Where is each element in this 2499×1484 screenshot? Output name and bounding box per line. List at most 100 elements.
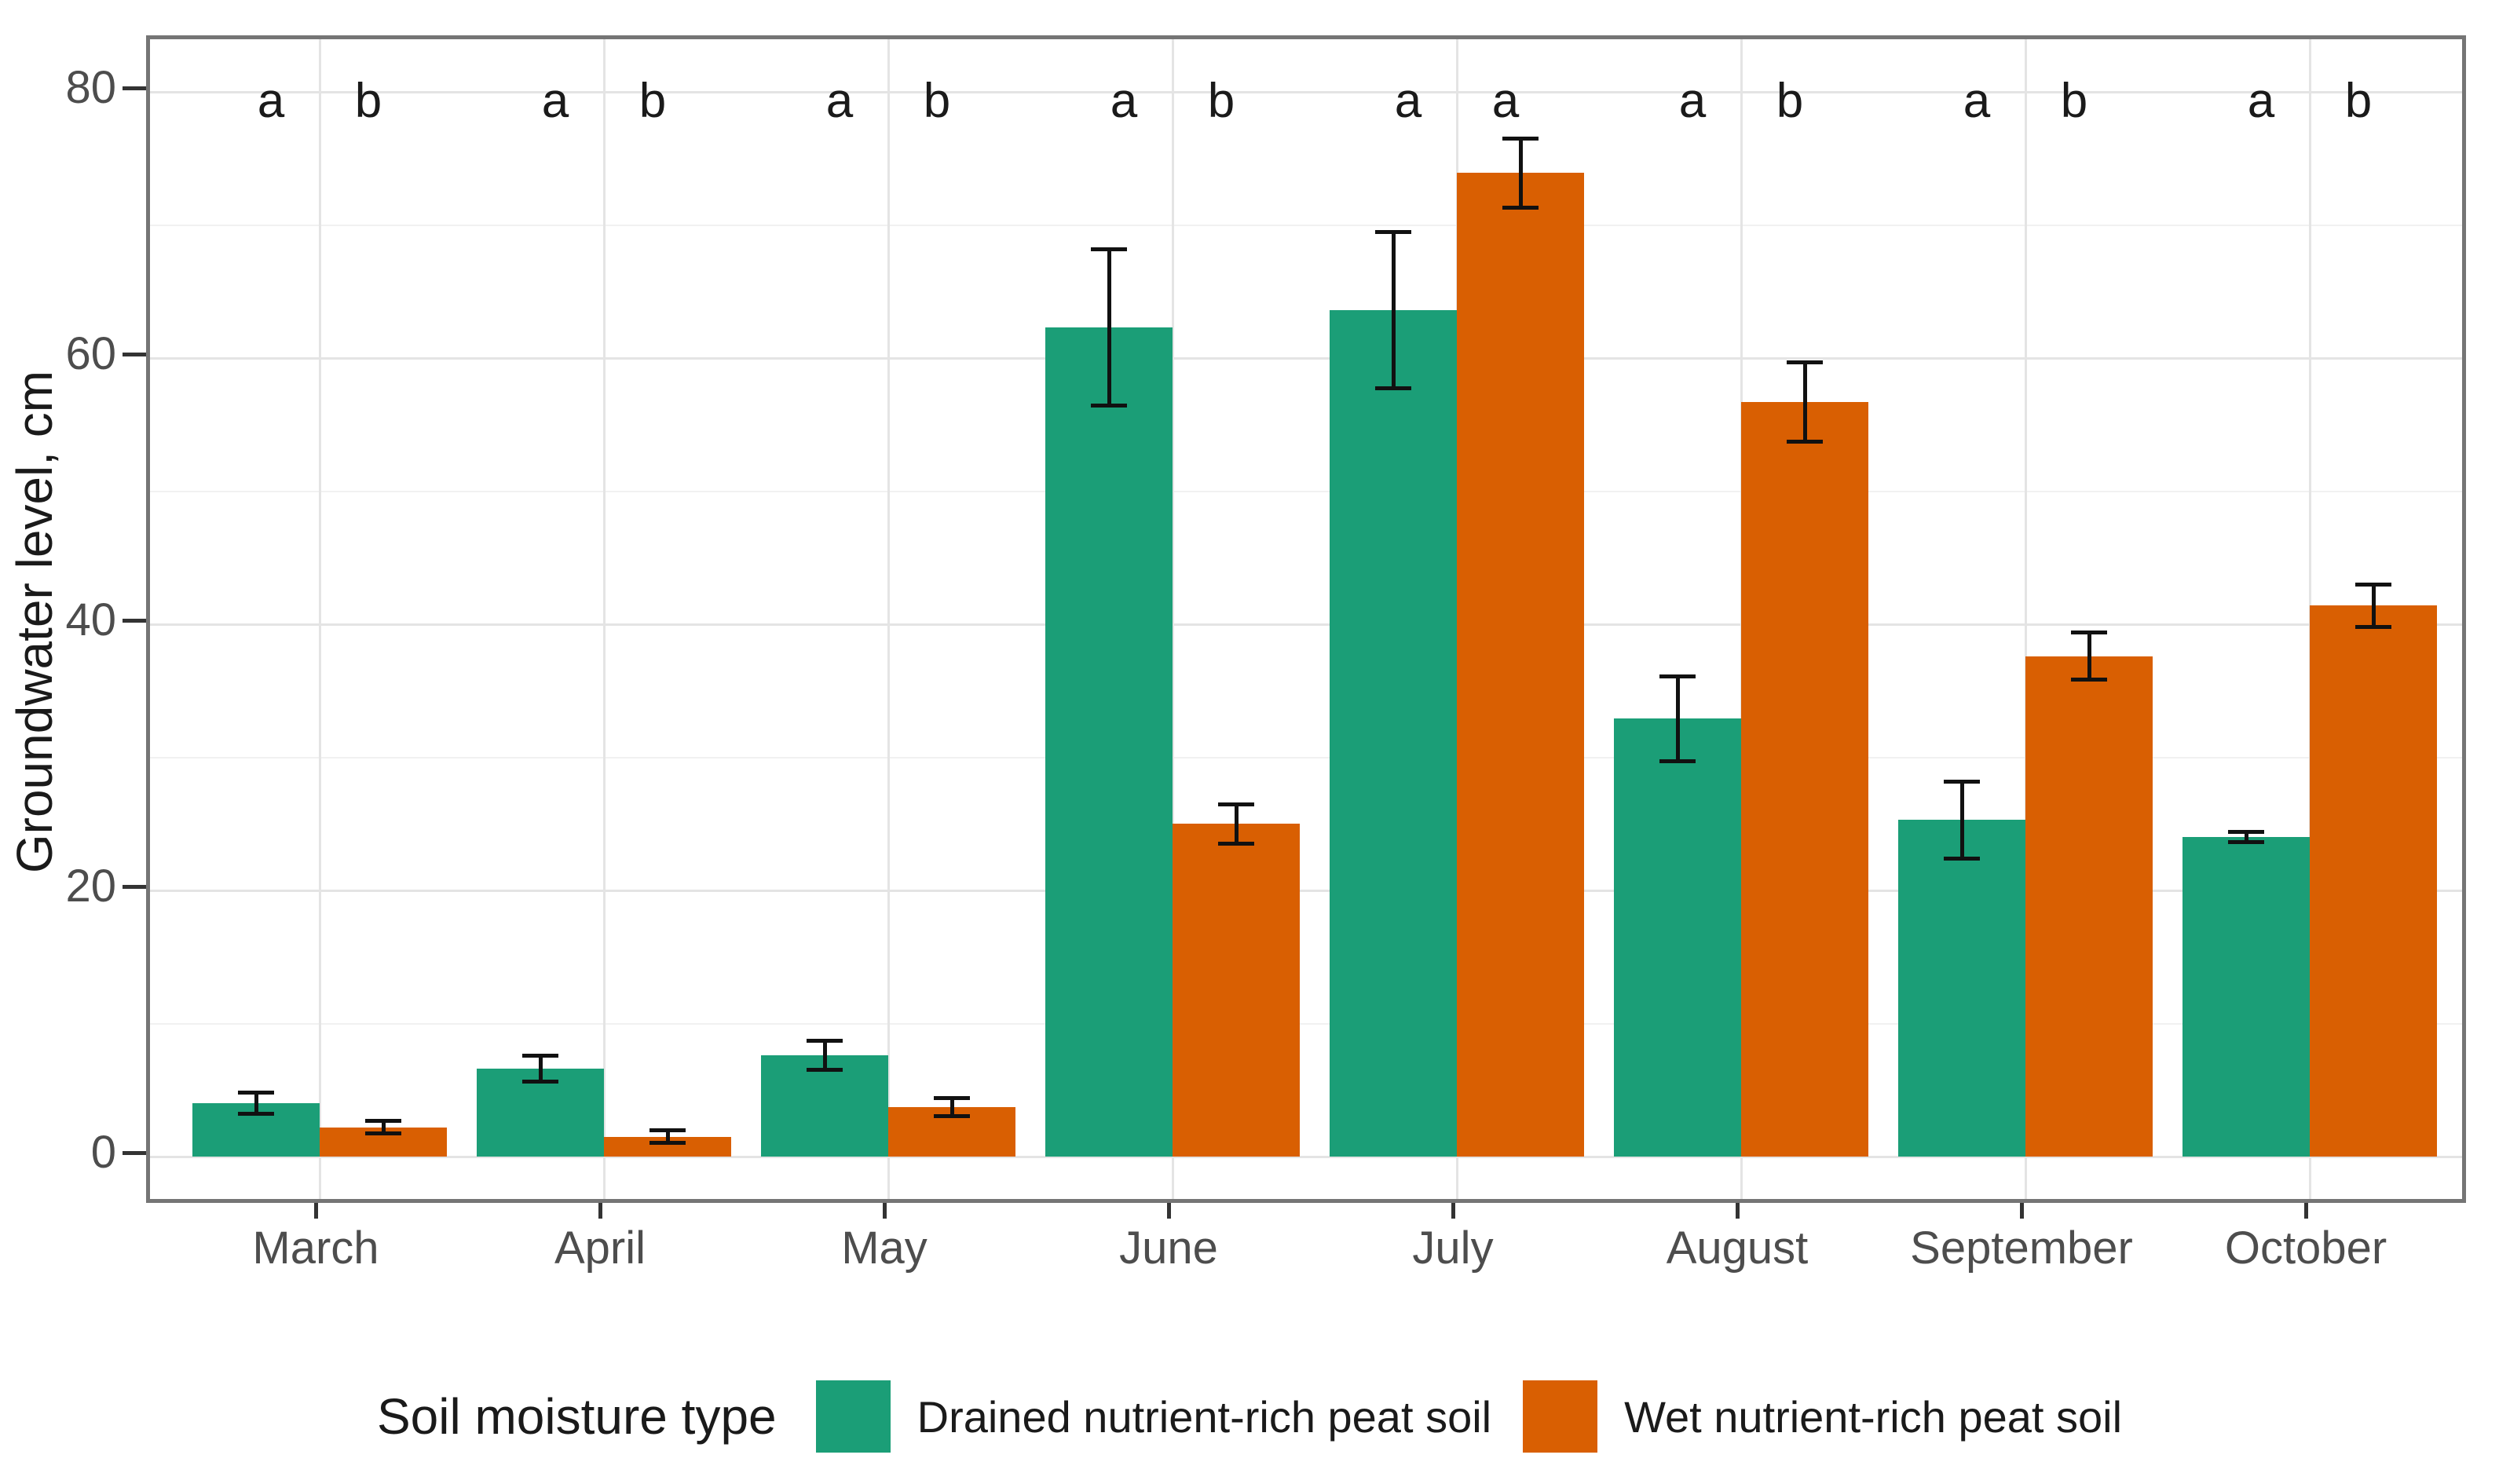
- bar-october-wet: [2310, 605, 2437, 1157]
- error-bar-cap-bottom: [522, 1080, 558, 1084]
- error-bar-cap-bottom: [807, 1068, 843, 1073]
- error-bar-cap-top: [934, 1096, 970, 1101]
- error-bar-cap-top: [1375, 229, 1411, 234]
- wet-swatch: [1523, 1380, 1598, 1453]
- x-axis-tick-label: July: [1412, 1223, 1494, 1274]
- y-axis-tick-label: 20: [65, 861, 116, 912]
- error-bar-cap-top: [2228, 830, 2264, 835]
- x-axis-tick-label: March: [252, 1223, 379, 1274]
- minor-gridline: [150, 490, 2462, 492]
- error-bar-line: [2244, 833, 2248, 842]
- significance-letter: a: [1491, 74, 1520, 128]
- error-bar-line: [1391, 232, 1396, 388]
- significance-letter: a: [1110, 74, 1138, 128]
- major-gridline: [150, 890, 2462, 892]
- category-gridline: [1172, 39, 1174, 1199]
- significance-letter: b: [638, 74, 667, 128]
- category-gridline: [887, 39, 890, 1199]
- y-axis-tick: [123, 1151, 146, 1155]
- legend-title: Soil moisture type: [376, 1388, 777, 1445]
- bar-july-wet: [1457, 173, 1584, 1157]
- x-axis-tick: [1167, 1203, 1171, 1219]
- error-bar-cap-bottom: [1502, 205, 1539, 210]
- x-axis-tick-label: April: [554, 1223, 646, 1274]
- error-bar-cap-top: [649, 1128, 686, 1132]
- y-axis-tick-label: 0: [90, 1127, 116, 1178]
- error-bar-line: [2371, 585, 2376, 626]
- error-bar-cap-bottom: [1091, 404, 1127, 408]
- error-bar-cap-bottom: [1218, 841, 1254, 846]
- bar-may-drained: [761, 1055, 888, 1157]
- x-axis-tick: [1736, 1203, 1740, 1219]
- significance-letter: a: [825, 74, 854, 128]
- category-gridline: [319, 39, 321, 1199]
- significance-letter: a: [1394, 74, 1422, 128]
- x-axis-tick: [598, 1203, 602, 1219]
- error-bar-line: [1802, 363, 1807, 441]
- y-axis-tick: [123, 885, 146, 889]
- y-axis-tick-label: 60: [65, 328, 116, 379]
- minor-gridline: [150, 224, 2462, 226]
- error-bar-cap-bottom: [2228, 840, 2264, 845]
- error-bar-cap-bottom: [934, 1114, 970, 1119]
- error-bar-line: [254, 1094, 258, 1113]
- significance-letter: a: [257, 74, 285, 128]
- y-axis-tick: [123, 619, 146, 623]
- error-bar-cap-top: [2071, 630, 2107, 634]
- legend-item-label: Drained nutrient-rich peat soil: [917, 1391, 1492, 1442]
- error-bar-cap-top: [238, 1091, 274, 1095]
- error-bar-cap-top: [1944, 779, 1980, 784]
- error-bar-cap-top: [1659, 674, 1696, 678]
- y-axis-tick-label: 40: [65, 594, 116, 645]
- error-bar-cap-top: [1787, 360, 1823, 364]
- error-bar-cap-top: [1218, 802, 1254, 806]
- significance-letter: b: [2344, 74, 2373, 128]
- error-bar-cap-bottom: [2355, 624, 2391, 629]
- x-axis-tick-label: June: [1119, 1223, 1218, 1274]
- significance-letter: b: [1207, 74, 1235, 128]
- error-bar-cap-bottom: [649, 1141, 686, 1146]
- error-bar-cap-bottom: [1375, 386, 1411, 391]
- error-bar-cap-top: [522, 1053, 558, 1058]
- x-axis-tick-label: May: [841, 1223, 928, 1274]
- category-gridline: [2025, 39, 2027, 1199]
- bar-june-wet: [1173, 824, 1300, 1157]
- error-bar-cap-bottom: [1659, 758, 1696, 763]
- y-axis-tick: [123, 353, 146, 356]
- error-bar-line: [1518, 140, 1523, 207]
- bar-september-drained: [1898, 820, 2025, 1157]
- error-bar-line: [538, 1056, 543, 1081]
- error-bar-cap-top: [1502, 137, 1539, 141]
- y-axis-tick-label: 80: [65, 62, 116, 113]
- major-gridline: [150, 357, 2462, 360]
- error-bar-line: [1234, 805, 1239, 843]
- x-axis-tick: [2304, 1203, 2308, 1219]
- significance-letter: a: [1963, 74, 1991, 128]
- bar-june-drained: [1045, 327, 1173, 1157]
- y-axis-tick: [123, 86, 146, 90]
- significance-letter: a: [1678, 74, 1707, 128]
- error-bar-cap-top: [807, 1039, 843, 1044]
- category-gridline: [603, 39, 606, 1199]
- x-axis-tick: [1451, 1203, 1455, 1219]
- error-bar-line: [949, 1099, 954, 1116]
- significance-letter: b: [354, 74, 382, 128]
- error-bar-line: [1107, 250, 1111, 405]
- legend-items: Drained nutrient-rich peat soil Wet nutri…: [815, 1380, 2122, 1453]
- minor-gridline: [150, 756, 2462, 758]
- bar-july-drained: [1330, 309, 1457, 1157]
- error-bar-cap-bottom: [2071, 678, 2107, 682]
- major-gridline: [150, 91, 2462, 93]
- bar-august-wet: [1741, 401, 1868, 1157]
- legend: Soil moisture type Drained nutrient-rich…: [0, 1380, 2499, 1453]
- major-gridline: [150, 1156, 2462, 1158]
- legend-item-wet: Wet nutrient-rich peat soil: [1523, 1380, 2122, 1453]
- drained-swatch: [815, 1380, 891, 1453]
- significance-letter: b: [1776, 74, 1804, 128]
- bar-september-wet: [2025, 656, 2153, 1157]
- error-bar-line: [1959, 782, 1964, 857]
- error-bar-cap-top: [365, 1118, 401, 1123]
- bar-august-drained: [1614, 718, 1741, 1157]
